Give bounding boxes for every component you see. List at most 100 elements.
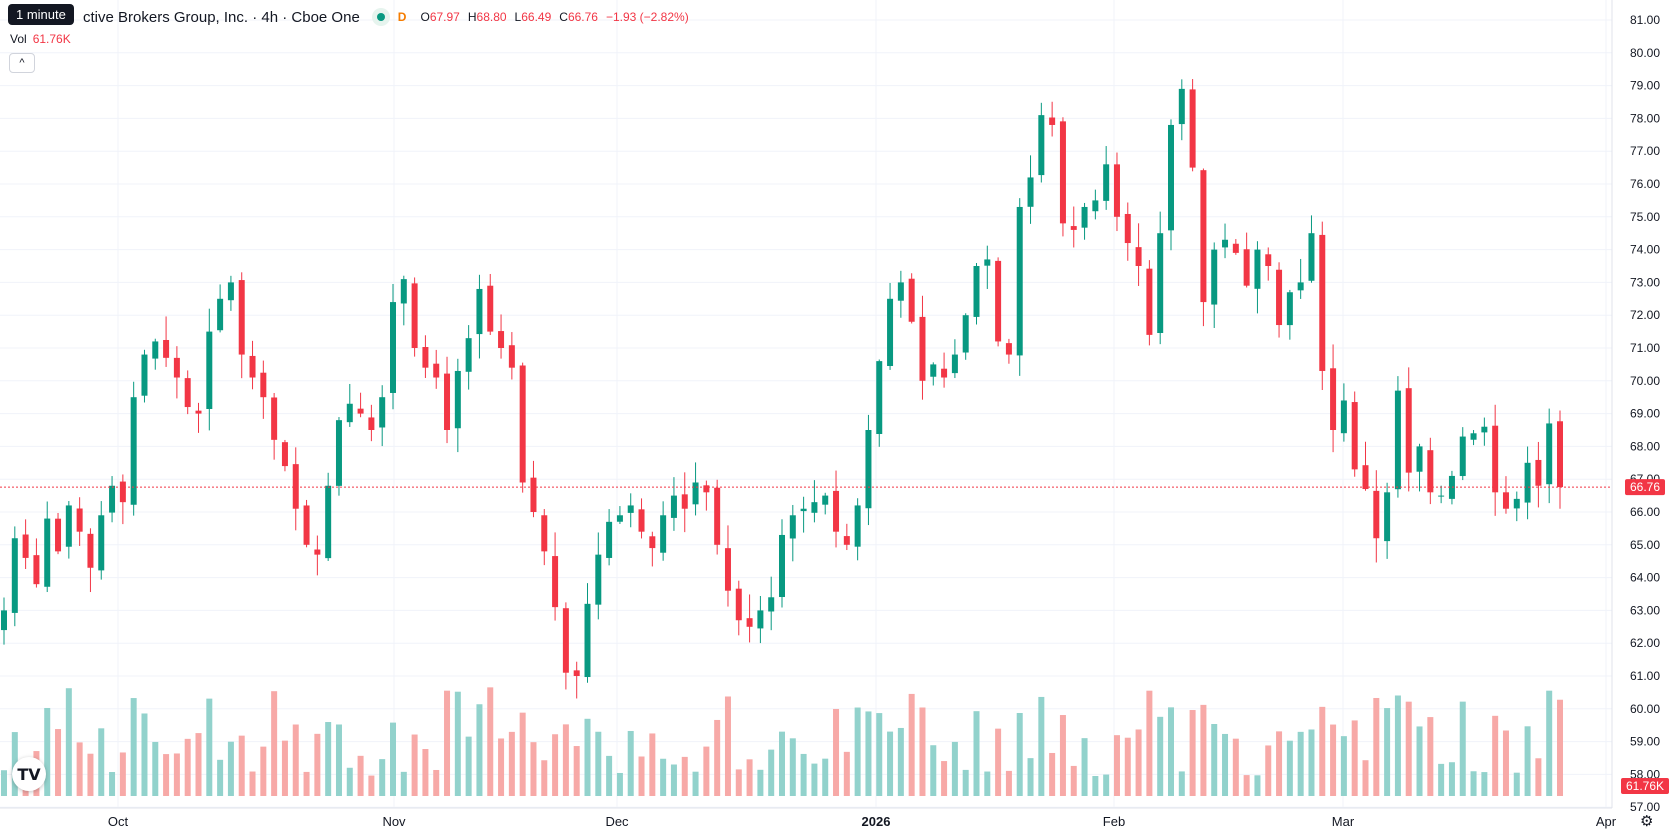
interval-tooltip: 1 minute: [8, 4, 74, 25]
volume-bar: [1276, 731, 1283, 796]
candle-body: [1157, 233, 1164, 334]
volume-bar: [757, 769, 764, 796]
price-tick-label: 61.00: [1630, 669, 1660, 683]
volume-bar: [335, 724, 342, 796]
price-tick-label: 60.00: [1630, 702, 1660, 716]
candle-body: [163, 339, 170, 358]
volume-bar: [1232, 738, 1239, 796]
gear-icon[interactable]: ⚙: [1640, 813, 1654, 830]
high-value: 68.80: [476, 10, 507, 24]
volume-bar: [422, 749, 429, 796]
price-tick-label: 72.00: [1630, 308, 1660, 322]
volume-bar: [195, 733, 202, 796]
candle-body: [595, 554, 602, 605]
volume-bar: [1113, 735, 1120, 796]
candle-body: [44, 518, 51, 587]
candle-body: [1276, 269, 1283, 326]
volume-bar: [368, 775, 375, 796]
price-tick-label: 71.00: [1630, 341, 1660, 355]
candle-body: [195, 410, 202, 414]
candle-body: [379, 397, 386, 428]
candle-body: [1081, 206, 1088, 228]
candle-body: [649, 536, 656, 549]
price-tick-label: 81.00: [1630, 13, 1660, 27]
candle-body: [562, 608, 569, 673]
candle-body: [1394, 390, 1401, 490]
candle-body: [1427, 450, 1434, 493]
volume-bar: [498, 738, 505, 796]
candle-body: [1513, 498, 1520, 509]
candle-body: [1222, 239, 1229, 248]
candle-body: [941, 368, 948, 378]
time-tick-label: Oct: [108, 814, 129, 829]
candle-body: [130, 397, 137, 505]
volume-bar: [606, 755, 613, 796]
candle-body: [498, 331, 505, 348]
candle-body: [757, 610, 764, 629]
volume-bar: [454, 691, 461, 796]
candle-body: [1005, 343, 1012, 355]
market-status-icon[interactable]: [371, 8, 390, 26]
candle-body: [606, 521, 613, 558]
volume-bar: [1481, 772, 1488, 796]
volume-bar: [44, 707, 51, 796]
volume-bar: [1535, 758, 1542, 796]
candle-body: [217, 298, 224, 331]
volume-bar: [649, 733, 656, 796]
candle-body: [1070, 226, 1077, 230]
candle-body: [109, 485, 116, 513]
candle-body: [33, 555, 40, 585]
candle-body: [454, 370, 461, 429]
candle-body: [76, 508, 83, 532]
volume-bar: [1470, 771, 1477, 796]
candle-body: [65, 505, 72, 547]
candle-body: [22, 534, 29, 558]
candle-body: [789, 515, 796, 539]
last-volume-label: 61.76K: [1626, 779, 1664, 793]
volume-bar: [887, 731, 894, 796]
candle-body: [11, 538, 18, 613]
volume-bar: [1492, 715, 1499, 796]
volume-bar: [833, 708, 840, 796]
candle-body: [876, 361, 883, 435]
candle-body: [962, 315, 969, 353]
candle-body: [1265, 254, 1272, 266]
volume-bar: [562, 724, 569, 796]
candle-body: [98, 515, 105, 571]
volume-bar: [1394, 695, 1401, 796]
volume-bar: [1, 770, 7, 796]
candle-body: [1416, 446, 1423, 472]
candle-body: [1546, 423, 1553, 485]
candle-body: [638, 509, 645, 532]
time-tick-label: Nov: [382, 814, 406, 829]
delayed-badge[interactable]: D: [397, 10, 407, 24]
candle-body: [271, 397, 278, 440]
volume-bar: [1027, 758, 1034, 796]
symbol-title[interactable]: ctive Brokers Group, Inc. · 4h · Cboe On…: [83, 8, 360, 26]
candle-body: [1481, 426, 1488, 433]
volume-bar: [865, 711, 872, 796]
volume-bar: [789, 738, 796, 796]
candle-body: [1232, 243, 1239, 253]
collapse-legend-button[interactable]: ^: [9, 53, 35, 73]
volume-bar: [638, 756, 645, 796]
tradingview-logo-icon[interactable]: TV: [12, 757, 46, 791]
candle-body: [714, 487, 721, 545]
volume-bar: [854, 707, 861, 796]
candle-body: [768, 597, 775, 612]
volume-bar: [184, 738, 191, 796]
volume-bar: [973, 711, 980, 796]
candle-body: [930, 364, 937, 377]
volume-bar: [595, 731, 602, 796]
volume-bar: [1049, 752, 1056, 796]
candle-body: [670, 495, 677, 518]
volume-bar: [530, 742, 537, 796]
time-tick-label: Dec: [605, 814, 629, 829]
candle-body: [444, 373, 451, 430]
volume-bar: [984, 771, 991, 796]
candle-body: [1103, 164, 1110, 201]
volume-bar: [962, 769, 969, 796]
volume-legend[interactable]: Vol 61.76K: [10, 32, 71, 46]
price-tick-label: 73.00: [1630, 275, 1660, 289]
